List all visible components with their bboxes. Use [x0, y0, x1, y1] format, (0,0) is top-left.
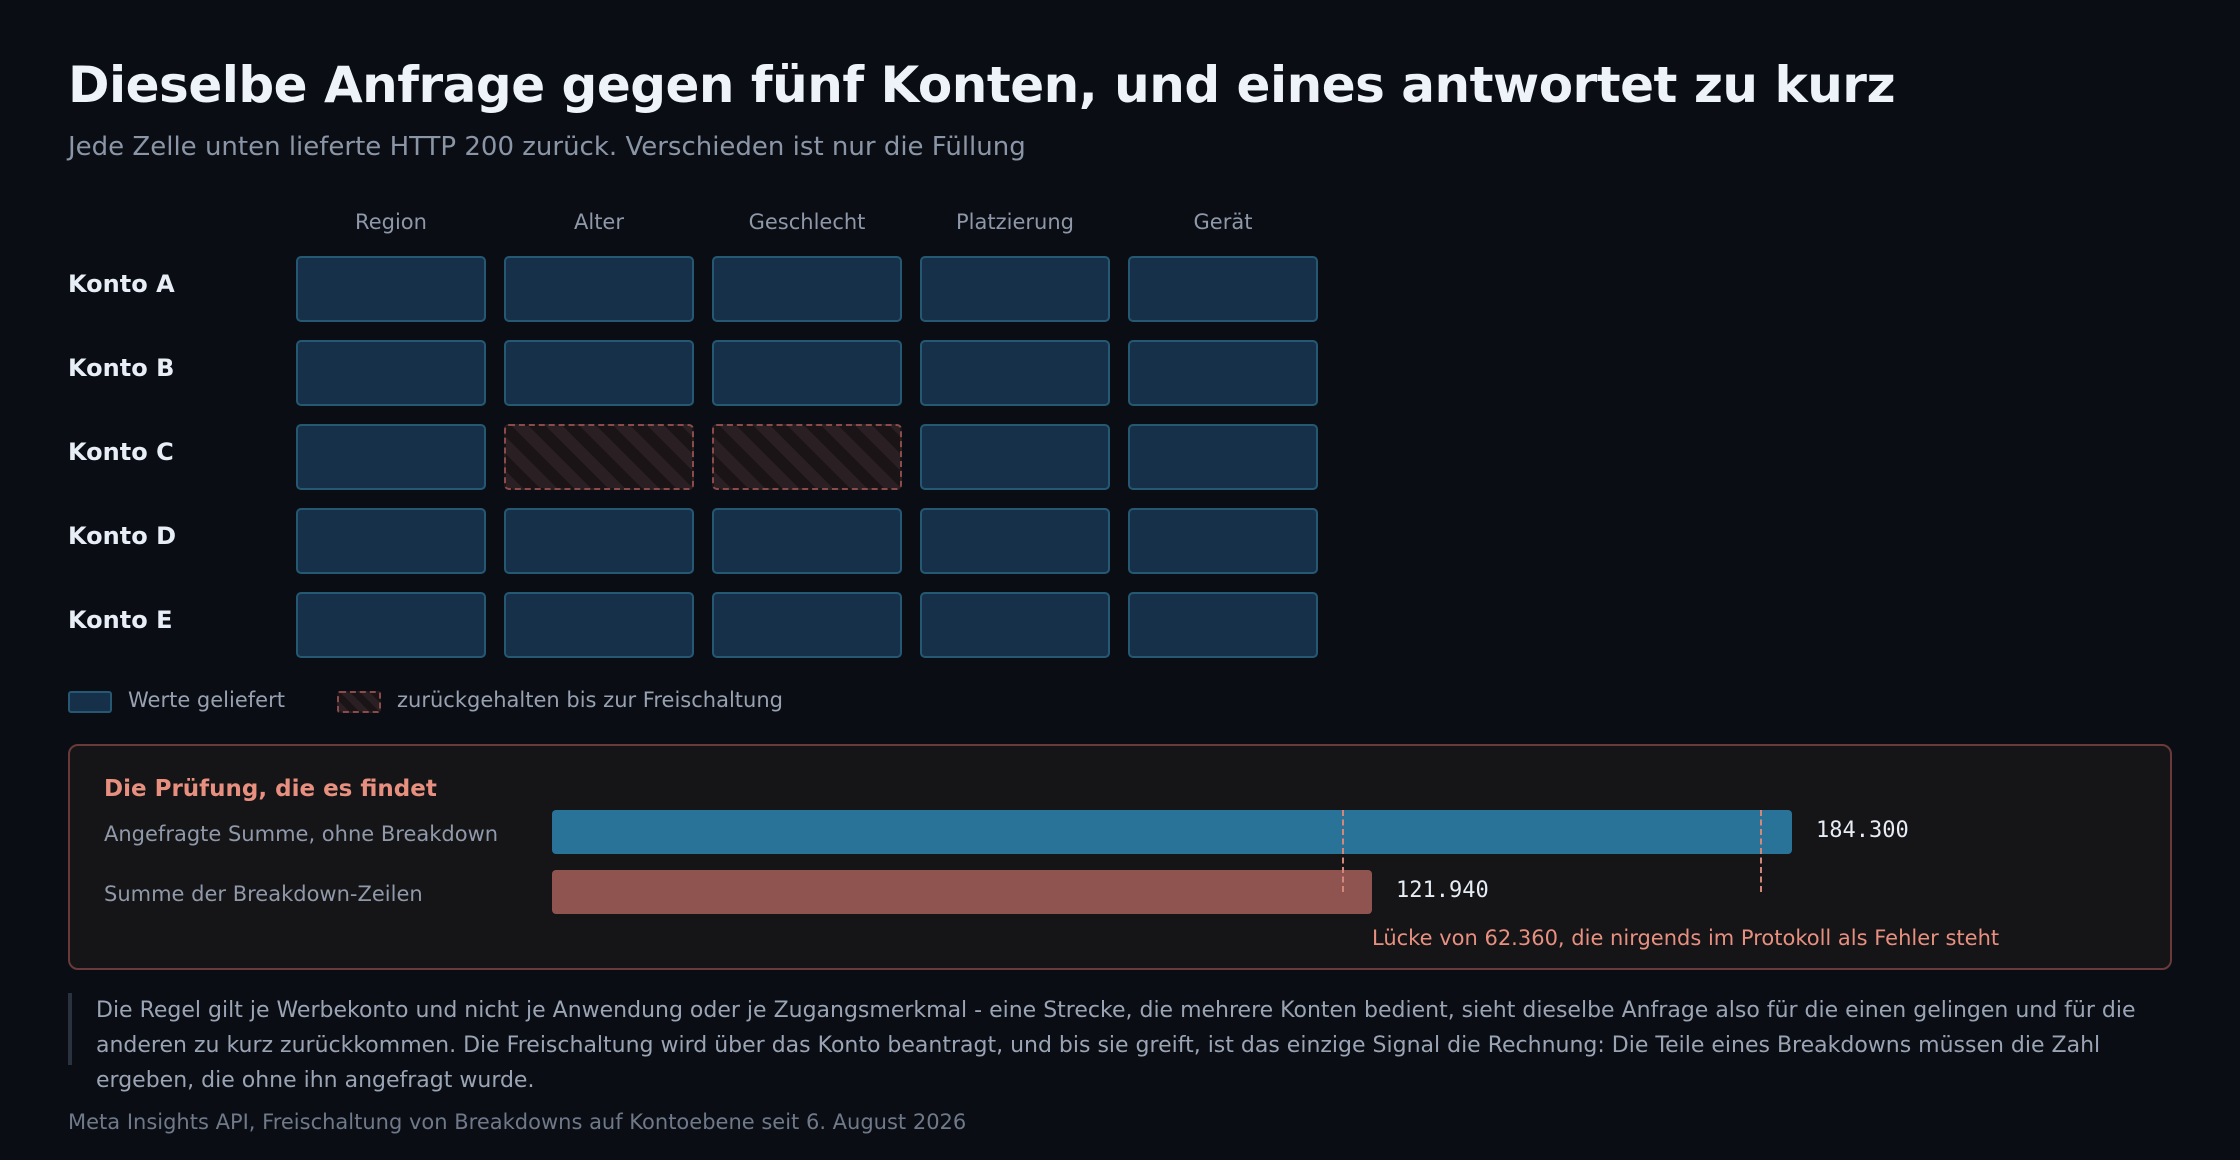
bar-label-requested-total: Angefragte Summe, ohne Breakdown	[104, 822, 499, 846]
bar-breakdown-sum	[552, 870, 1372, 914]
row-label-konto-a: Konto A	[68, 270, 175, 298]
cell-konto-c-region-ok	[296, 424, 486, 490]
cell-konto-d-region-ok	[296, 508, 486, 574]
cell-konto-e-gerät-ok	[1128, 592, 1318, 658]
column-header-platzierung: Platzierung	[956, 210, 1074, 234]
cell-konto-c-platzierung-ok	[920, 424, 1110, 490]
column-header-geschlecht: Geschlecht	[748, 210, 866, 234]
source-footer: Meta Insights API, Freischaltung von Bre…	[68, 1110, 967, 1134]
value-label-breakdown-sum: 121.940	[1396, 878, 1489, 903]
cell-konto-e-platzierung-ok	[920, 592, 1110, 658]
legend-label-held: zurückgehalten bis zur Freischaltung	[397, 688, 783, 712]
cell-konto-a-region-ok	[296, 256, 486, 322]
row-label-konto-b: Konto B	[68, 354, 175, 382]
row-label-konto-d: Konto D	[68, 522, 176, 550]
page-title: Dieselbe Anfrage gegen fünf Konten, und …	[68, 56, 1896, 114]
cell-konto-b-platzierung-ok	[920, 340, 1110, 406]
bar-requested-total	[552, 810, 1792, 854]
cell-konto-c-gerät-ok	[1128, 424, 1318, 490]
sum-check-panel: Die Prüfung, die es findet Angefragte Su…	[68, 744, 2172, 970]
cell-konto-e-region-ok	[296, 592, 486, 658]
cell-konto-e-geschlecht-ok	[712, 592, 902, 658]
bar-label-breakdown-sum: Summe der Breakdown-Zeilen	[104, 882, 423, 906]
legend-swatch-delivered	[68, 691, 112, 713]
cell-konto-b-gerät-ok	[1128, 340, 1318, 406]
row-label-konto-e: Konto E	[68, 606, 173, 634]
cell-konto-b-region-ok	[296, 340, 486, 406]
legend-swatch-held	[337, 691, 381, 713]
cell-konto-a-alter-ok	[504, 256, 694, 322]
explanation-note: Die Regel gilt je Werbekonto und nicht j…	[68, 993, 2172, 1093]
panel-title: Die Prüfung, die es findet	[104, 776, 437, 802]
cell-konto-b-geschlecht-ok	[712, 340, 902, 406]
legend-label-delivered: Werte geliefert	[128, 688, 285, 712]
cell-konto-c-geschlecht-held	[712, 424, 902, 490]
cell-konto-c-alter-held	[504, 424, 694, 490]
cell-konto-a-geschlecht-ok	[712, 256, 902, 322]
cell-konto-d-gerät-ok	[1128, 508, 1318, 574]
column-header-region: Region	[355, 210, 427, 234]
value-label-requested-total: 184.300	[1816, 818, 1909, 843]
page-subtitle: Jede Zelle unten lieferte HTTP 200 zurüc…	[68, 132, 1026, 162]
cell-konto-d-platzierung-ok	[920, 508, 1110, 574]
cell-konto-a-platzierung-ok	[920, 256, 1110, 322]
cell-konto-e-alter-ok	[504, 592, 694, 658]
gap-marker-breakdown-end	[1342, 810, 1344, 892]
row-label-konto-c: Konto C	[68, 438, 174, 466]
cell-konto-b-alter-ok	[504, 340, 694, 406]
cell-konto-d-geschlecht-ok	[712, 508, 902, 574]
cell-konto-d-alter-ok	[504, 508, 694, 574]
column-header-geraet: Gerät	[1193, 210, 1253, 234]
column-header-alter: Alter	[574, 210, 624, 234]
gap-marker-total-end	[1760, 810, 1762, 892]
gap-annotation: Lücke von 62.360, die nirgends im Protok…	[1372, 926, 2000, 950]
cell-konto-a-gerät-ok	[1128, 256, 1318, 322]
